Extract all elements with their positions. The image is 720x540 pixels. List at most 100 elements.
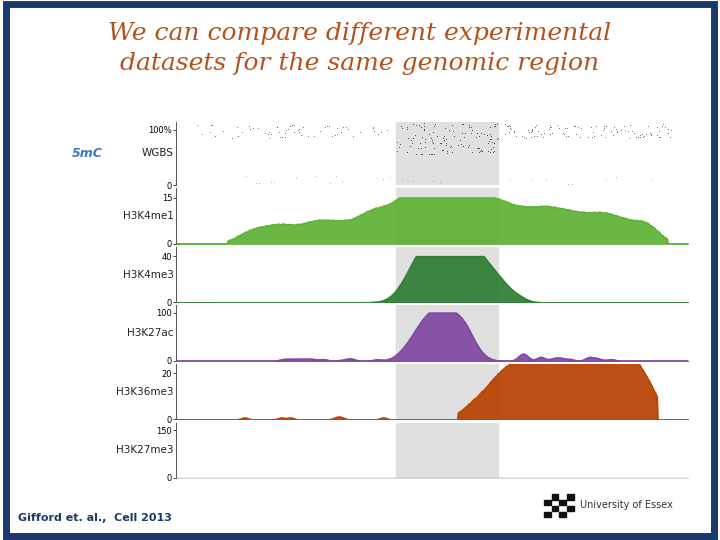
Point <box>438 136 450 144</box>
Point <box>526 176 538 184</box>
Point <box>279 133 291 141</box>
Point <box>473 147 485 156</box>
Point <box>265 130 276 138</box>
Point <box>205 121 217 130</box>
Point <box>622 126 634 135</box>
Point <box>616 126 627 134</box>
Point <box>562 124 573 132</box>
Point <box>395 122 407 131</box>
Point <box>420 138 431 146</box>
Point <box>626 127 638 136</box>
Point <box>428 122 440 130</box>
Point <box>410 150 422 158</box>
Point <box>533 126 544 135</box>
Point <box>510 132 521 140</box>
Point <box>441 147 453 156</box>
Point <box>354 127 365 136</box>
Point <box>441 139 452 147</box>
Point <box>423 130 434 139</box>
Point <box>537 133 549 141</box>
Point <box>462 143 474 151</box>
Point <box>204 127 215 136</box>
Point <box>426 134 437 143</box>
Point <box>396 174 408 183</box>
Point <box>419 135 431 144</box>
Point <box>588 127 599 136</box>
Point <box>531 121 542 130</box>
Point <box>466 129 477 137</box>
Point <box>544 123 556 131</box>
Point <box>503 127 515 136</box>
Point <box>472 129 483 137</box>
Point <box>367 123 379 132</box>
Point <box>446 147 458 156</box>
Point <box>326 132 338 140</box>
Point <box>252 124 264 132</box>
Point <box>654 127 665 136</box>
Point <box>438 131 450 140</box>
Point <box>406 139 418 147</box>
Point <box>206 120 217 129</box>
Point <box>662 129 673 137</box>
Point <box>426 138 438 147</box>
Point <box>413 121 425 130</box>
Point <box>502 122 513 130</box>
Point <box>472 143 484 152</box>
Point <box>559 123 570 132</box>
Point <box>290 173 302 182</box>
Point <box>474 146 486 155</box>
Point <box>446 142 457 151</box>
Point <box>381 126 392 134</box>
Point <box>402 148 413 157</box>
Point <box>504 122 516 130</box>
Point <box>665 132 676 141</box>
Point <box>459 133 470 141</box>
Point <box>454 136 466 144</box>
Bar <box>396 423 498 478</box>
Point <box>645 176 657 185</box>
Point <box>492 134 503 143</box>
Point <box>428 150 440 158</box>
Point <box>526 127 538 136</box>
Point <box>469 132 481 141</box>
Text: H3K36me3: H3K36me3 <box>117 387 174 397</box>
Point <box>428 138 439 147</box>
Point <box>268 178 279 187</box>
Point <box>418 126 430 134</box>
Point <box>570 122 581 130</box>
Point <box>482 147 493 156</box>
Point <box>526 128 537 137</box>
Point <box>486 137 498 146</box>
Point <box>529 122 541 131</box>
Point <box>508 126 520 135</box>
Point <box>600 133 611 142</box>
Point <box>419 143 431 152</box>
Point <box>458 119 469 128</box>
Point <box>452 141 464 150</box>
Point <box>608 123 620 131</box>
Point <box>319 123 330 131</box>
Point <box>280 125 292 134</box>
Point <box>423 150 435 159</box>
Point <box>634 132 646 141</box>
Point <box>610 172 621 181</box>
Point <box>477 146 488 155</box>
Point <box>502 122 513 130</box>
Point <box>473 131 485 140</box>
Point <box>287 121 298 130</box>
Point <box>329 131 341 139</box>
Text: H3K4me1: H3K4me1 <box>123 211 174 221</box>
Point <box>412 144 423 152</box>
Point <box>466 122 477 131</box>
Point <box>447 127 459 136</box>
Point <box>240 172 252 181</box>
Point <box>310 172 321 180</box>
Point <box>253 178 265 187</box>
Point <box>562 132 574 141</box>
Point <box>489 122 500 130</box>
Point <box>619 126 631 134</box>
Point <box>416 150 428 159</box>
Point <box>396 123 408 132</box>
Point <box>504 176 516 184</box>
Point <box>209 132 220 140</box>
